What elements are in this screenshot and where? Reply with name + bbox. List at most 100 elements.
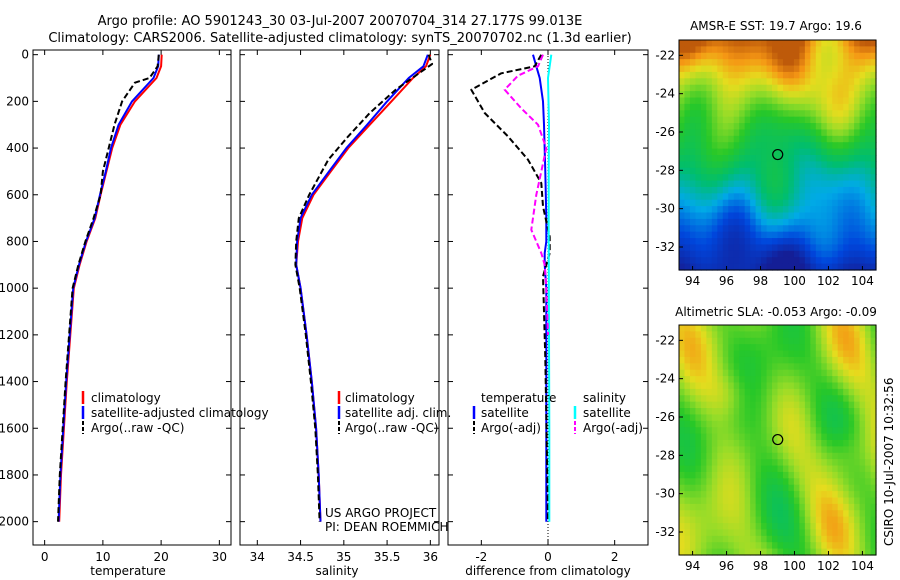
- map-cell: [865, 535, 872, 543]
- map-cell: [684, 91, 691, 99]
- map-cell: [826, 452, 833, 460]
- map-cell: [832, 452, 839, 460]
- map-cell: [777, 129, 784, 137]
- map-cell: [865, 84, 872, 92]
- map-cell: [810, 103, 817, 111]
- map-cell: [854, 337, 861, 345]
- map-cell: [788, 186, 795, 194]
- map-cell: [854, 427, 861, 435]
- map-cell: [788, 103, 795, 111]
- map-cell: [870, 523, 877, 531]
- map-cell: [717, 471, 724, 479]
- map-cell: [815, 433, 822, 441]
- map-cell: [689, 337, 697, 345]
- map-cell: [679, 356, 686, 364]
- map-cell: [772, 503, 779, 511]
- map-cell: [832, 257, 839, 265]
- map-cell: [679, 478, 686, 486]
- map-cell: [689, 446, 697, 454]
- map-cell: [810, 484, 817, 492]
- sla-map-title: Altimetric SLA: -0.053 Argo: -0.09: [675, 305, 877, 319]
- map-cell: [750, 356, 757, 364]
- map-cell: [826, 369, 833, 377]
- map-cell: [777, 193, 784, 201]
- map-cell: [739, 174, 746, 182]
- map-cell: [826, 46, 833, 54]
- map-cell: [755, 238, 762, 246]
- map-cell: [821, 471, 828, 479]
- map-cell: [837, 350, 844, 358]
- map-cell: [722, 503, 729, 511]
- map-cell: [826, 497, 833, 505]
- map-x-tick-label: 104: [851, 559, 874, 573]
- map-cell: [695, 523, 702, 531]
- map-cell: [684, 110, 691, 118]
- map-cell: [722, 225, 729, 233]
- map-cell: [728, 535, 735, 543]
- map-cell: [854, 46, 861, 54]
- map-cell: [788, 238, 795, 246]
- map-cell: [799, 325, 806, 332]
- map-cell: [848, 65, 855, 73]
- map-cell: [865, 91, 872, 99]
- map-cell: [865, 174, 872, 182]
- map-cell: [728, 155, 735, 162]
- map-cell: [739, 167, 746, 175]
- map-cell: [821, 440, 828, 447]
- map-cell: [848, 529, 855, 537]
- map-cell: [755, 350, 762, 358]
- map-cell: [728, 529, 735, 537]
- map-cell: [689, 376, 697, 384]
- map-cell: [755, 471, 762, 479]
- map-cell: [772, 97, 779, 105]
- map-cell: [761, 52, 768, 60]
- map-cell: [782, 465, 790, 473]
- map-cell: [689, 218, 697, 226]
- map-cell: [679, 452, 686, 460]
- map-cell: [799, 388, 806, 396]
- map-cell: [700, 484, 707, 492]
- map-cell: [728, 503, 735, 511]
- y-tick-label: 1600: [0, 421, 29, 435]
- map-cell: [788, 65, 795, 73]
- map-cell: [788, 427, 795, 435]
- map-cell: [744, 135, 751, 143]
- map-cell: [799, 238, 806, 246]
- map-cell: [788, 484, 795, 492]
- map-cell: [848, 388, 855, 396]
- map-cell: [679, 244, 686, 252]
- map-cell: [679, 420, 686, 428]
- map-cell: [695, 497, 702, 505]
- map-cell: [700, 84, 707, 92]
- map-cell: [695, 40, 702, 47]
- map-cell: [717, 440, 724, 447]
- map-cell: [832, 516, 839, 524]
- map-cell: [700, 446, 707, 454]
- map-y-tick-label: -26: [655, 125, 675, 139]
- map-cell: [772, 123, 779, 131]
- map-cell: [766, 516, 773, 524]
- map-cell: [810, 161, 817, 169]
- map-cell: [804, 427, 811, 435]
- map-cell: [733, 244, 740, 252]
- map-cell: [782, 116, 790, 124]
- map-cell: [799, 491, 806, 499]
- map-cell: [804, 116, 811, 124]
- map-cell: [695, 382, 702, 390]
- map-cell: [684, 250, 691, 258]
- map-cell: [782, 344, 790, 352]
- map-cell: [821, 401, 828, 409]
- map-cell: [772, 91, 779, 99]
- map-cell: [728, 337, 735, 345]
- map-cell: [700, 97, 707, 105]
- map-cell: [755, 161, 762, 169]
- map-cell: [832, 46, 839, 54]
- map-cell: [772, 471, 779, 479]
- map-cell: [750, 65, 757, 73]
- map-cell: [744, 446, 751, 454]
- map-cell: [788, 465, 795, 473]
- map-cell: [711, 459, 718, 467]
- map-cell: [750, 116, 757, 124]
- map-cell: [870, 529, 877, 537]
- map-cell: [810, 91, 817, 99]
